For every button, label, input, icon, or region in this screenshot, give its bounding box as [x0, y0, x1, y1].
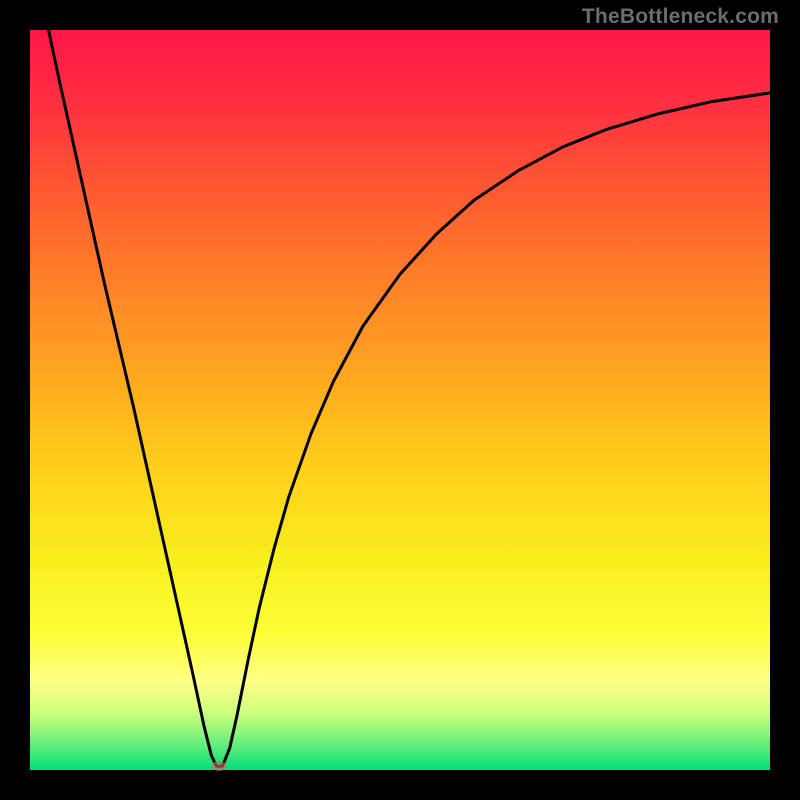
bottleneck-curve: [30, 30, 770, 770]
watermark-text: TheBottleneck.com: [582, 5, 779, 29]
plot-area: [30, 30, 770, 770]
